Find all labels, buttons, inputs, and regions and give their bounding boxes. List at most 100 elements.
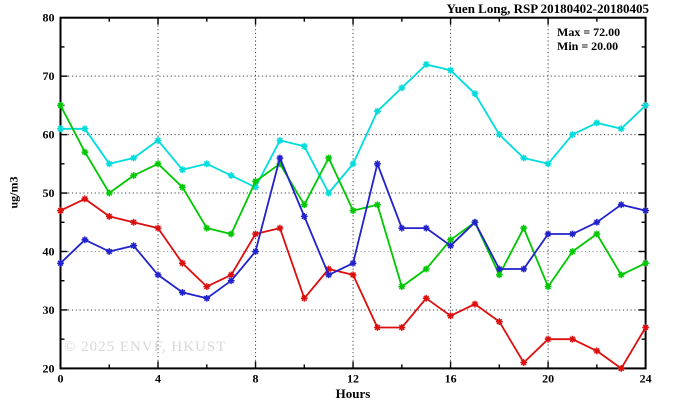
data-point-marker [495,265,503,273]
data-point-marker [349,207,357,214]
data-point-marker [105,189,113,197]
data-point-marker [178,166,186,174]
y-tick-label: 30 [43,303,55,317]
data-point-marker [569,230,576,238]
data-point-marker [544,230,552,238]
chart-title: Yuen Long, RSP 20180402-20180405 [446,1,650,16]
data-point-marker [520,154,528,162]
data-point-marker [447,236,454,244]
data-point-marker [422,294,430,302]
data-point-marker [227,230,235,238]
data-point-marker [422,265,430,273]
data-point-marker [593,230,601,238]
data-point-marker [374,107,381,115]
data-point-marker [105,160,113,168]
y-tick-label: 20 [43,361,55,375]
data-point-marker [300,294,308,302]
data-point-marker [447,66,454,74]
min-value-label: Min = 20.00 [557,39,619,53]
markers-blue-line [57,154,649,302]
markers-cyan-line [57,61,649,197]
data-point-marker [252,248,259,255]
markers-red-line [57,195,649,372]
data-point-marker [374,201,381,209]
x-tick-label: 8 [253,371,259,385]
data-point-marker [374,160,381,168]
data-point-marker [617,365,625,372]
data-point-marker [154,271,162,279]
x-tick-label: 16 [445,371,457,385]
data-point-marker [252,230,259,238]
stats-box: Max = 72.00 Min = 20.00 [557,25,620,53]
y-axis-label: ug/m3 [6,176,21,209]
data-point-marker [105,213,113,220]
data-point-marker [544,283,552,290]
data-point-marker [471,218,479,226]
data-point-marker [447,312,454,320]
data-point-marker [81,125,89,133]
data-point-marker [398,84,406,92]
data-point-marker [276,224,284,232]
data-point-marker [520,224,528,232]
data-point-marker [227,172,235,179]
data-point-marker [227,271,235,279]
x-tick-label: 24 [640,371,652,385]
data-point-marker [544,335,552,343]
y-tick-label: 60 [43,128,55,142]
data-point-marker [495,271,503,279]
data-point-marker [178,259,186,267]
data-point-marker [203,294,211,302]
data-point-marker [520,265,528,273]
data-point-marker [593,218,601,226]
data-point-marker [349,271,357,279]
data-point-marker [642,259,649,267]
markers-green-line [57,101,649,290]
data-point-marker [642,207,649,214]
x-tick-label: 20 [542,371,554,385]
data-point-marker [325,265,333,273]
data-point-marker [178,289,186,296]
data-point-marker [642,324,649,331]
data-point-marker [300,213,308,220]
data-point-marker [495,318,503,326]
data-point-marker [374,324,381,331]
data-point-marker [422,224,430,232]
data-point-marker [398,283,406,290]
data-point-marker [252,177,259,185]
data-point-marker [130,172,138,179]
data-point-marker [130,242,138,250]
x-tick-label: 12 [347,371,359,385]
data-point-marker [495,131,503,138]
y-tick-label: 40 [43,245,55,259]
data-point-marker [154,224,162,232]
data-point-marker [130,218,138,226]
data-point-marker [57,207,64,214]
max-value-label: Max = 72.00 [557,25,621,39]
data-point-marker [398,224,406,232]
y-tick-label: 70 [43,69,55,83]
y-tick-label: 80 [43,11,55,25]
data-point-marker [325,154,333,162]
data-point-marker [57,259,64,267]
data-point-marker [617,125,625,133]
data-point-marker [105,248,113,255]
data-point-marker [593,347,601,355]
data-point-marker [447,242,454,250]
data-point-marker [325,271,333,279]
data-point-marker [422,61,430,68]
data-point-marker [325,189,333,197]
data-point-marker [154,137,162,144]
data-point-marker [300,201,308,209]
data-point-marker [569,131,576,138]
data-point-marker [617,271,625,279]
data-point-marker [398,324,406,331]
data-point-marker [569,248,576,255]
data-point-marker [276,154,284,162]
data-point-marker [471,300,479,308]
data-point-marker [349,160,357,168]
data-point-marker [349,259,357,267]
x-tick-label: 4 [155,371,161,385]
data-point-marker [569,335,576,343]
